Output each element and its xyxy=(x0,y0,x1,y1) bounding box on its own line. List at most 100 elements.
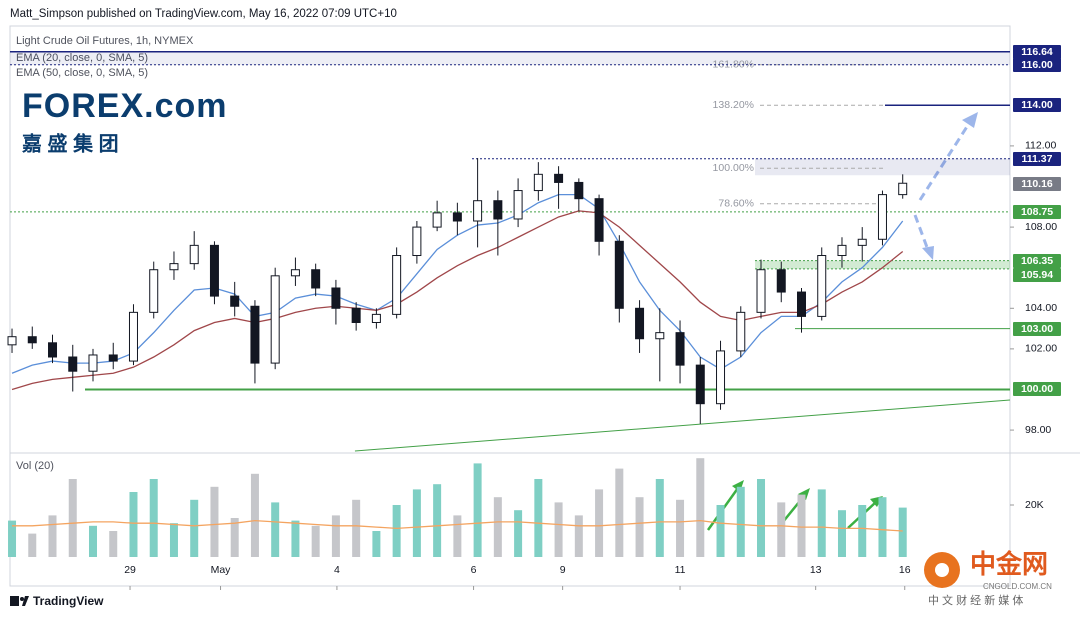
volume-bar xyxy=(493,497,502,557)
y-tick-label: 112.00 xyxy=(1025,140,1056,152)
candle-body xyxy=(311,269,321,289)
watermark-name: 中金网 xyxy=(970,549,1048,579)
volume-bar xyxy=(676,499,685,557)
volume-bar xyxy=(48,515,57,557)
price-label: 106.35 xyxy=(1021,255,1053,267)
candle-body xyxy=(88,354,98,372)
price-label: 114.00 xyxy=(1021,99,1053,111)
candle-body xyxy=(371,313,381,323)
price-label: 111.37 xyxy=(1022,153,1053,165)
price-label: 116.64 xyxy=(1021,46,1053,58)
volume-bar xyxy=(129,491,138,557)
candle-body xyxy=(817,255,827,317)
volume-bar xyxy=(88,525,97,557)
logo-brand: FOREX.com xyxy=(22,87,227,125)
volume-bar xyxy=(777,502,786,557)
volume-bar xyxy=(8,520,17,557)
candle-body xyxy=(776,269,786,293)
watermark-url: CNGOLD.COM.CN xyxy=(983,582,1052,591)
candle-body xyxy=(351,307,361,323)
ema50-legend: EMA (50, close, 0, SMA, 5) xyxy=(16,67,148,79)
x-tick-label: 6 xyxy=(471,564,477,576)
candle-body xyxy=(756,269,766,313)
volume-bar xyxy=(433,484,442,557)
arrow-head xyxy=(798,488,810,500)
volume-bar xyxy=(230,517,239,557)
volume-bar xyxy=(574,515,583,557)
x-tick-label: 11 xyxy=(675,564,686,576)
price-label-box xyxy=(1013,254,1061,268)
price-label: 103.00 xyxy=(1021,323,1053,335)
x-tick-label: 29 xyxy=(124,564,136,576)
logo-mark xyxy=(10,596,19,606)
volume-bar xyxy=(473,463,482,557)
candle-body xyxy=(635,307,645,340)
price-label-box xyxy=(1013,58,1061,72)
price-label-box xyxy=(1013,322,1061,336)
ema20-legend: EMA (20, close, 0, SMA, 5) xyxy=(16,52,148,64)
candle-body xyxy=(230,295,240,307)
candle-body xyxy=(574,181,584,200)
candle-body xyxy=(614,240,624,309)
legend-band xyxy=(10,51,1010,65)
price-label-box xyxy=(1013,268,1061,282)
volume-bar xyxy=(878,497,887,557)
volume-bar xyxy=(453,515,462,557)
volume-bar xyxy=(352,499,361,557)
arrow-head xyxy=(922,246,934,260)
volume-bar xyxy=(372,530,381,557)
volume-bar xyxy=(68,478,77,557)
symbol-legend: Light Crude Oil Futures, 1h, NYMEX xyxy=(16,35,194,47)
volume-bar xyxy=(716,504,725,557)
price-label: 108.75 xyxy=(1021,206,1053,218)
volume-bar xyxy=(149,478,158,557)
logo-mark xyxy=(20,597,24,601)
price-label: 105.94 xyxy=(1021,269,1053,281)
zone xyxy=(755,260,1010,269)
fib-label: 100.00% xyxy=(713,162,754,174)
candle-body xyxy=(412,226,422,257)
candle-body xyxy=(594,198,604,242)
price-label-box xyxy=(1013,98,1061,112)
price-label-box xyxy=(1013,205,1061,219)
price-label: 116.00 xyxy=(1021,59,1053,71)
publisher: Matt_Simpson published on TradingView.co… xyxy=(10,8,397,20)
price-label-box xyxy=(1013,382,1061,396)
y-tick-label: 104.00 xyxy=(1025,302,1057,314)
candle-body xyxy=(169,263,179,271)
x-tick-label: 13 xyxy=(810,564,822,576)
volume-bar xyxy=(190,499,199,557)
volume-bar xyxy=(696,458,705,557)
price-label-box xyxy=(1013,152,1061,166)
price-label: 100.00 xyxy=(1021,383,1053,395)
candle-body xyxy=(68,356,78,372)
volume-bar xyxy=(615,468,624,557)
candle-body xyxy=(209,244,219,297)
candle-body xyxy=(452,212,462,222)
candle-body xyxy=(149,269,159,313)
candle-body xyxy=(837,244,847,257)
volume-bar xyxy=(210,486,219,557)
candle-body xyxy=(877,194,887,240)
watermark-logo xyxy=(935,563,949,577)
x-tick-label: May xyxy=(211,564,232,576)
volume-bar xyxy=(291,520,300,557)
candle-body xyxy=(857,238,867,246)
candle-body xyxy=(128,311,138,362)
volume-bar xyxy=(797,494,806,557)
volume-bar xyxy=(250,473,259,557)
volume-bar xyxy=(169,523,178,557)
fib-label: 161.80% xyxy=(713,58,754,70)
volume-bar xyxy=(28,533,37,557)
volume-bar xyxy=(655,478,664,557)
candle-body xyxy=(655,332,665,340)
volume-bar xyxy=(331,515,340,557)
volume-bar xyxy=(271,502,280,557)
trendline xyxy=(354,399,1011,452)
candle-body xyxy=(898,182,908,196)
candle-body xyxy=(695,364,705,405)
volume-bar xyxy=(514,510,523,557)
volume-bar xyxy=(392,504,401,557)
volume-ma xyxy=(12,519,903,532)
